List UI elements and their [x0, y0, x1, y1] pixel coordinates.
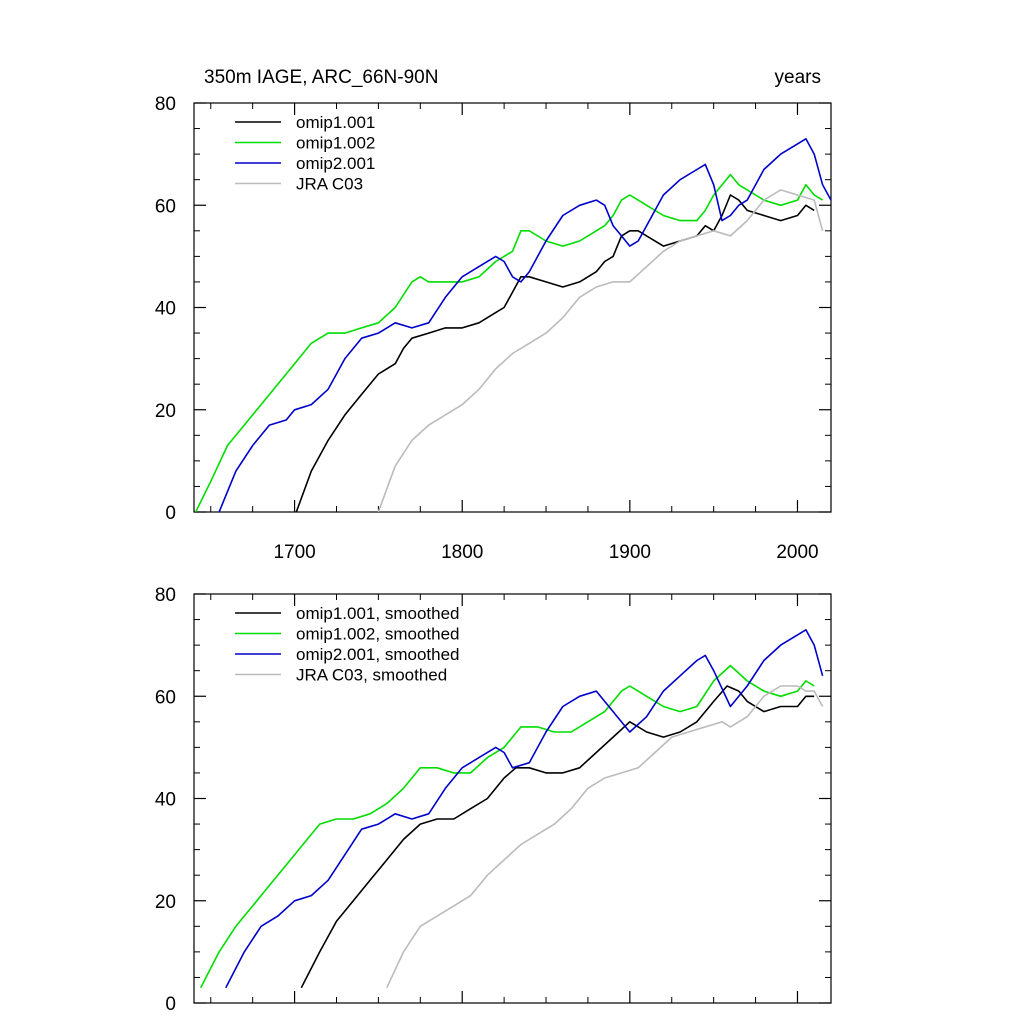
x-tick-label: 1700 — [273, 542, 315, 563]
series-line-3 — [225, 628, 824, 989]
series-line-2 — [199, 664, 815, 989]
y-tick-label: 60 — [155, 687, 176, 708]
series-line-4 — [377, 189, 824, 512]
legend-label-3: omip2.001 — [296, 154, 375, 173]
y-tick-label: 80 — [155, 94, 176, 115]
y-tick-label: 20 — [155, 401, 176, 422]
y-tick-label: 40 — [155, 790, 176, 811]
x-tick-label: 1800 — [441, 542, 483, 563]
legend-label-3: omip2.001, smoothed — [296, 645, 460, 664]
x-tick-label: 2000 — [776, 542, 818, 563]
plot-frame — [193, 102, 832, 513]
y-tick-label: 20 — [155, 892, 176, 913]
series-line-1 — [295, 194, 815, 512]
legend-label-4: JRA C03, smoothed — [296, 666, 447, 685]
x-tick-label: 1900 — [609, 542, 651, 563]
chart-panel-1: 0 20 40 60 80 1700 1800 1900 2000 omip1.001 omip1.… — [155, 67, 832, 563]
legend-label-4: JRA C03 — [296, 175, 363, 194]
series-line-4 — [386, 685, 824, 989]
y-tick-label: 0 — [165, 503, 176, 524]
plot-frame — [193, 593, 832, 1004]
y-tick-label: 0 — [165, 994, 176, 1015]
legend-label-1: omip1.001 — [296, 113, 375, 132]
chart-panel-2: 0 20 40 60 80 omip1.001, smoothed omip1.002, s… — [155, 585, 832, 1015]
series-line-2 — [194, 173, 824, 512]
y-tick-label: 60 — [155, 196, 176, 217]
chart-title: 350m IAGE, ARC_66N-90N — [204, 67, 438, 88]
series-line-1 — [300, 685, 815, 989]
y-tick-label: 80 — [155, 585, 176, 606]
units-label: years — [775, 67, 821, 88]
legend-label-2: omip1.002 — [296, 134, 375, 153]
series-line-3 — [218, 138, 831, 512]
legend-label-1: omip1.001, smoothed — [296, 604, 460, 623]
y-tick-label: 40 — [155, 299, 176, 320]
legend-label-2: omip1.002, smoothed — [296, 625, 460, 644]
